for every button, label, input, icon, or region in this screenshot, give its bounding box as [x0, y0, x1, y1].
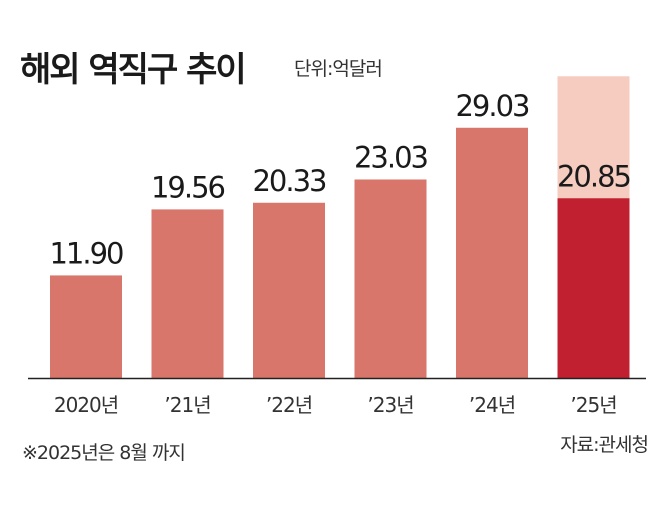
x-tick-label-1: 2020년	[54, 393, 118, 417]
bar-4	[354, 179, 427, 378]
bar-6	[557, 198, 630, 378]
bar-value-label-4: 23.03	[354, 140, 428, 174]
footnote: ※2025년은 8월 까지	[22, 442, 186, 464]
x-tick-label-6: ’25년	[570, 393, 616, 417]
x-tick-label-3: ’22년	[266, 393, 312, 417]
source-label: 자료:관세청	[560, 434, 649, 456]
bar-value-label-2: 19.56	[151, 170, 225, 204]
x-tick-label-2: ’21년	[164, 393, 210, 417]
x-tick-label-4: ’23년	[367, 393, 413, 417]
bar-3	[253, 202, 325, 378]
x-tick-label-5: ’24년	[469, 393, 515, 417]
bar-value-label-5: 29.03	[455, 89, 529, 123]
unit-label: 단위:억달러	[294, 58, 383, 80]
bar-value-label-1: 11.90	[49, 236, 123, 270]
bar-1	[50, 275, 122, 378]
bar-5	[456, 127, 528, 378]
bar-2	[151, 209, 224, 378]
chart-title: 해외 역직구 추이	[20, 50, 247, 90]
bar-value-label-3: 20.33	[252, 164, 326, 198]
bar-value-label-6: 20.85	[557, 159, 630, 193]
